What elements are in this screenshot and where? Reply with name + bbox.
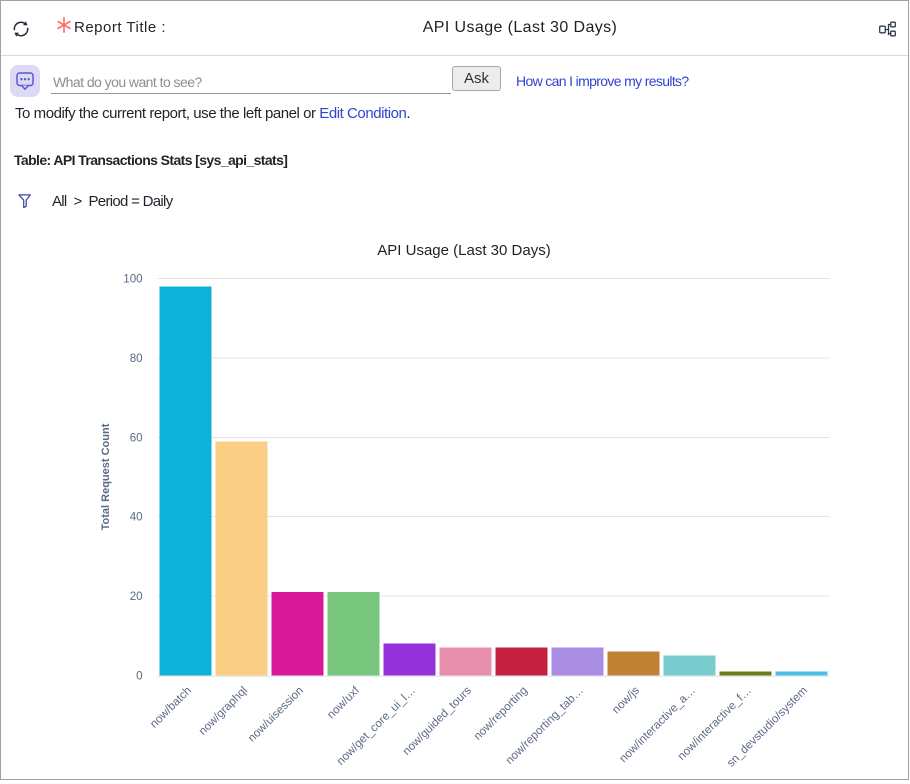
svg-text:20: 20 bbox=[130, 590, 143, 603]
svg-text:now/uisession: now/uisession bbox=[245, 684, 306, 745]
svg-text:now/batch: now/batch bbox=[147, 684, 194, 731]
svg-text:60: 60 bbox=[130, 431, 143, 444]
svg-text:now/js: now/js bbox=[610, 684, 643, 717]
svg-text:now/reporting: now/reporting bbox=[471, 684, 530, 743]
svg-text:API Usage (Last 30 Days): API Usage (Last 30 Days) bbox=[377, 242, 550, 259]
svg-text:now/graphql: now/graphql bbox=[196, 684, 250, 738]
svg-text:40: 40 bbox=[130, 511, 143, 524]
svg-text:80: 80 bbox=[130, 352, 143, 365]
svg-text:Total Request Count: Total Request Count bbox=[100, 423, 112, 530]
svg-text:0: 0 bbox=[136, 669, 142, 682]
svg-text:100: 100 bbox=[123, 273, 142, 286]
svg-text:now/uxf: now/uxf bbox=[325, 683, 363, 721]
